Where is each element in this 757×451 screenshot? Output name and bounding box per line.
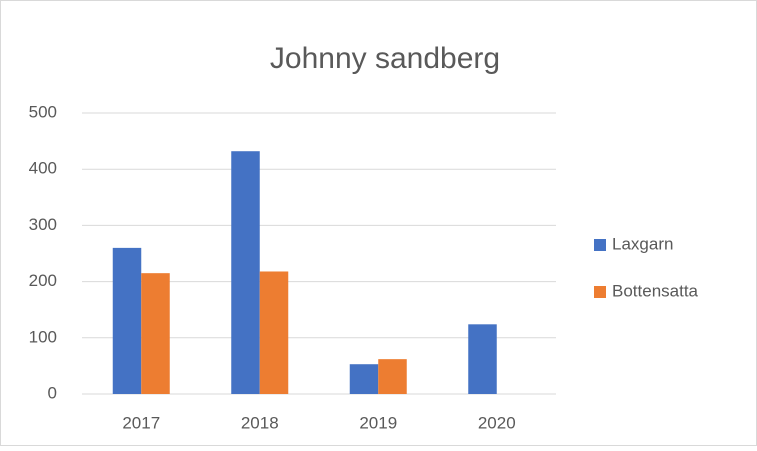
bar bbox=[231, 151, 260, 394]
bar bbox=[378, 359, 407, 394]
y-tick-label: 100 bbox=[29, 327, 57, 346]
bar bbox=[349, 364, 379, 394]
x-tick-label: 2019 bbox=[359, 413, 397, 432]
y-tick-label: 300 bbox=[29, 215, 57, 234]
y-tick-label: 200 bbox=[29, 271, 57, 290]
legend-label: Bottensatta bbox=[612, 281, 699, 300]
y-tick-label: 0 bbox=[48, 383, 57, 402]
chart-title: Johnny sandberg bbox=[270, 42, 500, 75]
bar bbox=[468, 324, 497, 394]
x-tick-label: 2018 bbox=[241, 413, 279, 432]
bar bbox=[112, 247, 142, 394]
x-tick-label: 2017 bbox=[122, 413, 160, 432]
legend-swatch bbox=[594, 286, 606, 298]
x-tick-label: 2020 bbox=[478, 413, 516, 432]
y-tick-label: 500 bbox=[29, 102, 57, 121]
bar bbox=[259, 271, 289, 394]
y-tick-label: 400 bbox=[29, 159, 57, 178]
legend-swatch bbox=[594, 239, 606, 251]
legend-label: Laxgarn bbox=[612, 234, 673, 253]
bar bbox=[141, 273, 170, 394]
